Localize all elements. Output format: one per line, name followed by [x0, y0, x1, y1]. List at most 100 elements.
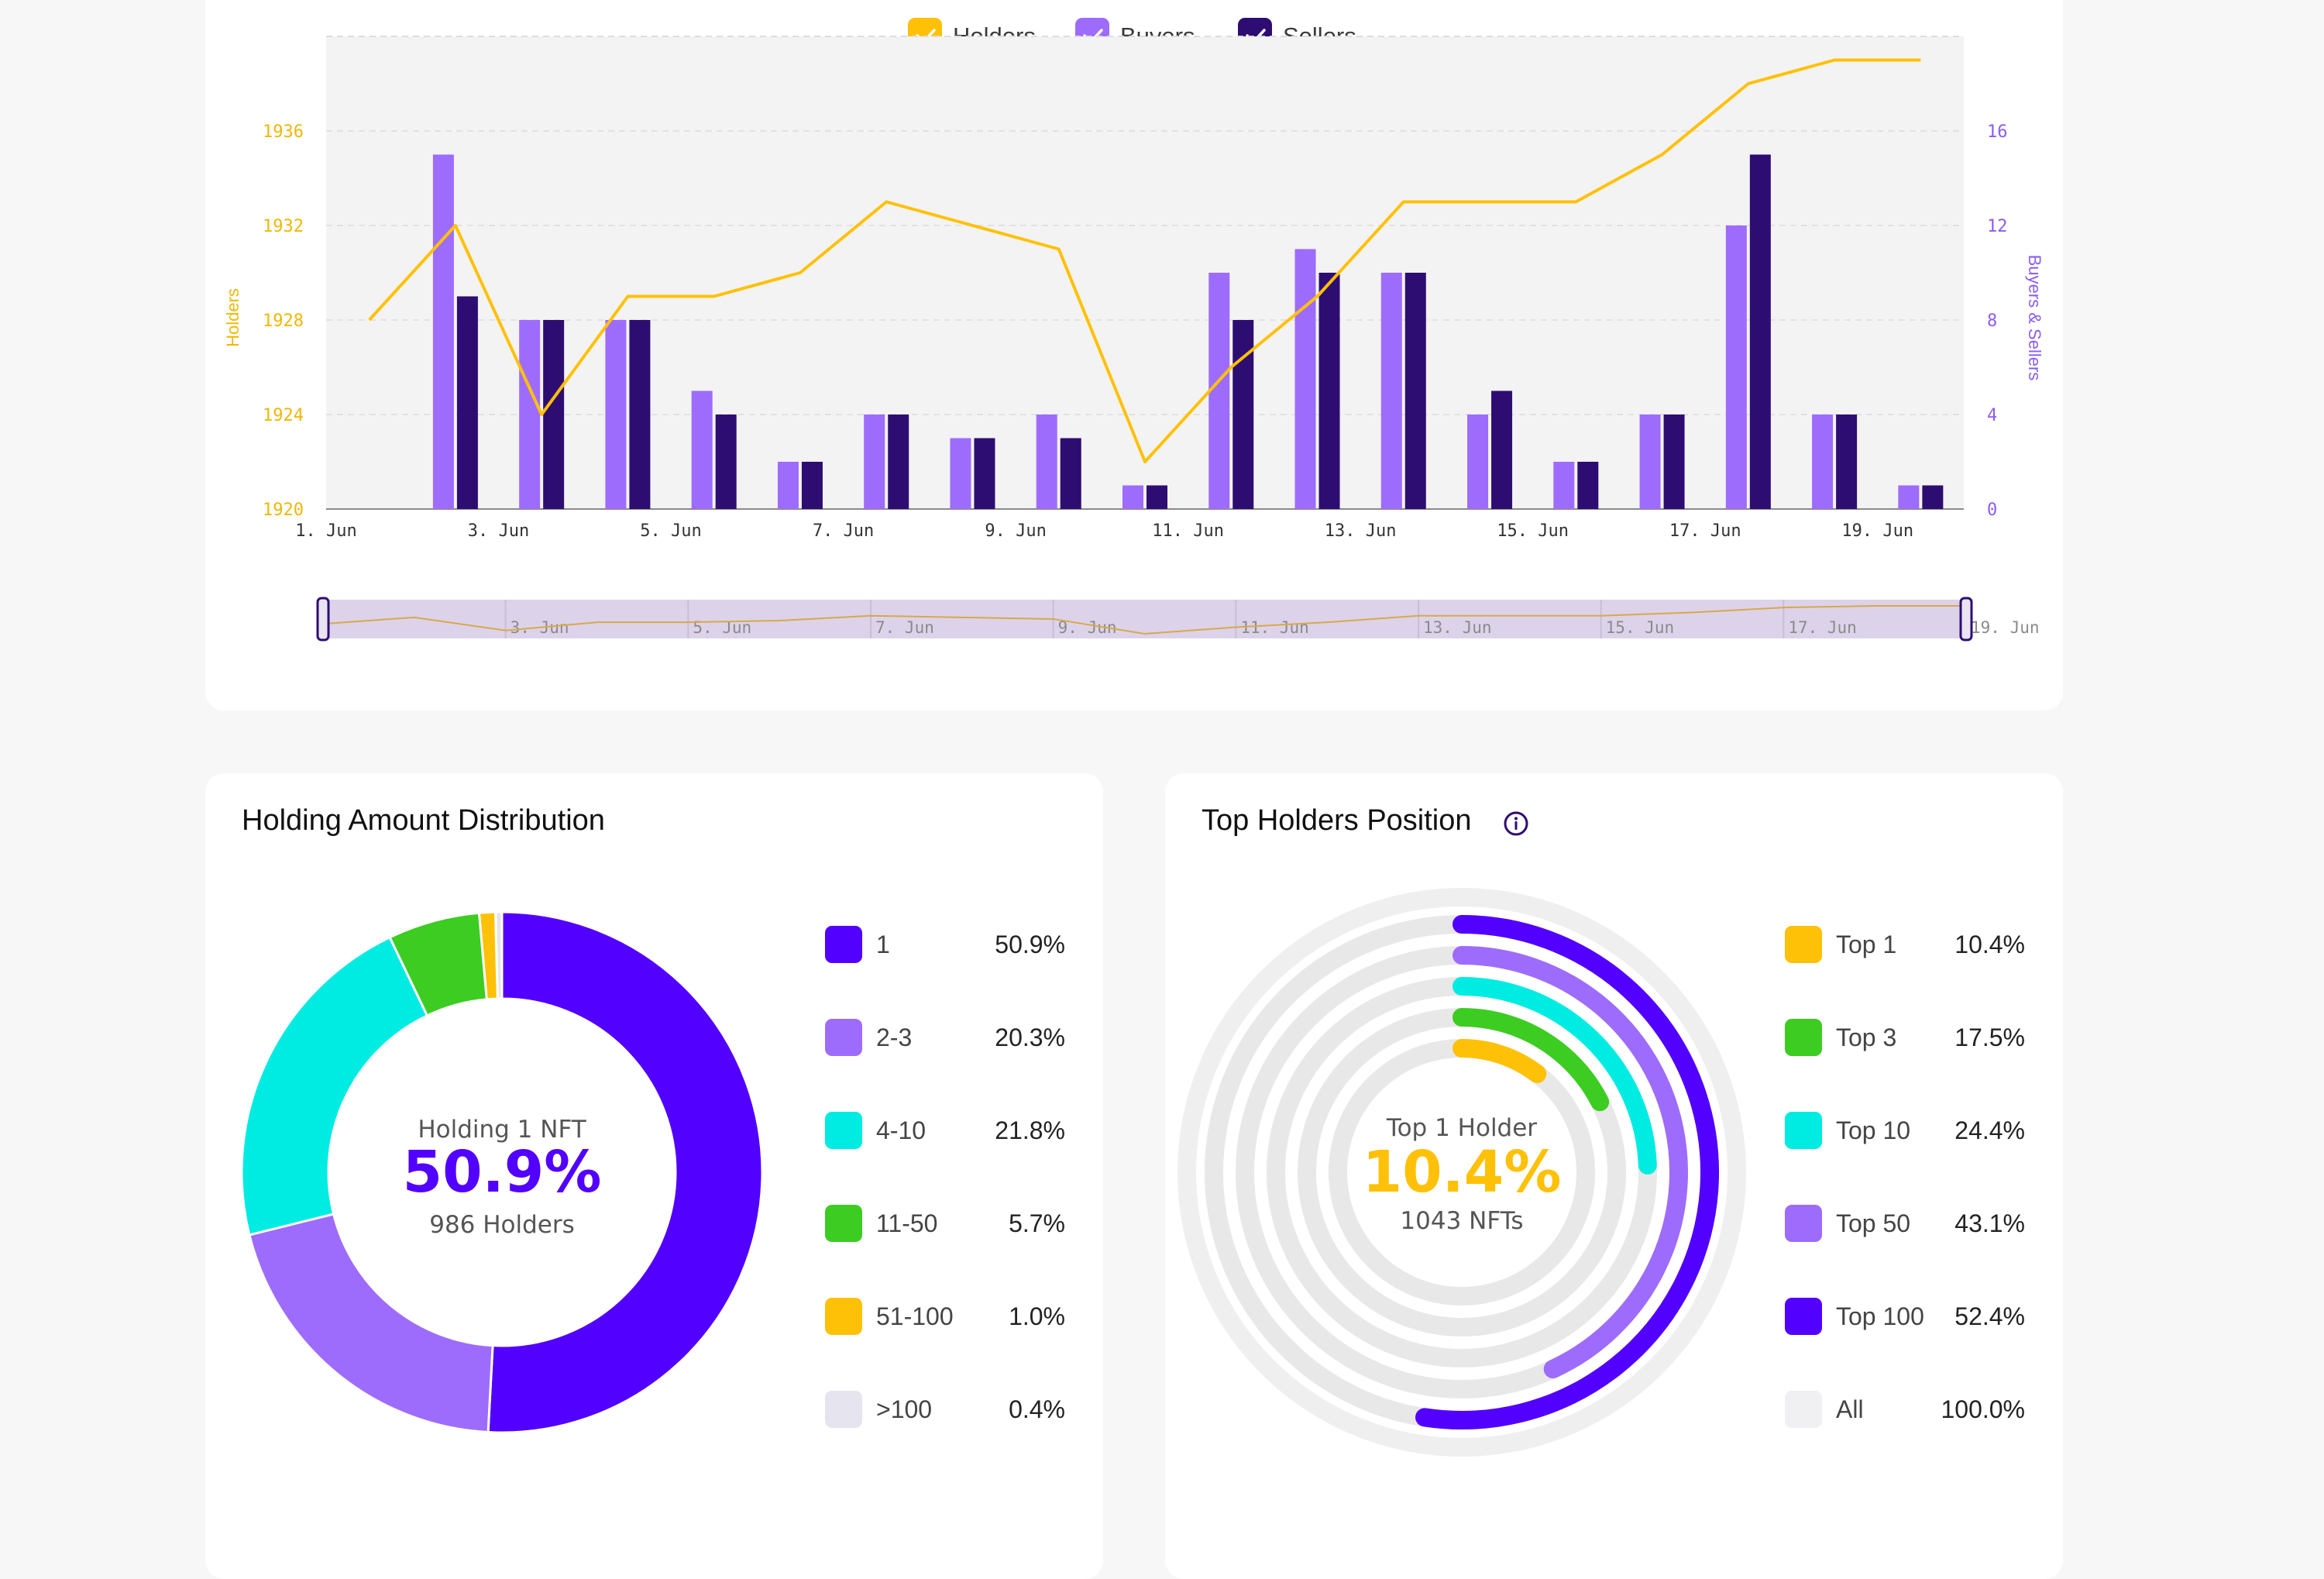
slice-4-10[interactable] [240, 935, 429, 1237]
legend-swatch [825, 1205, 862, 1242]
x-tick-label: 19. Jun [1841, 521, 1913, 541]
radial-bar-top-10[interactable] [1452, 977, 1657, 1175]
radial-bar-top-1[interactable] [1452, 1039, 1547, 1083]
legend-swatch [825, 926, 862, 963]
top-holders-title: Top Holders Position [1202, 804, 1472, 837]
navigator-handle-left[interactable] [316, 597, 330, 642]
slice-2-3[interactable] [248, 1213, 494, 1434]
legend-row-top-3[interactable]: Top 3 17.5% [1785, 1019, 2025, 1056]
bar-buyers [1380, 273, 1402, 509]
bar-sellers [1060, 438, 1081, 509]
legend-swatch [1785, 1298, 1822, 1335]
x-tick-label: 15. Jun [1497, 521, 1569, 541]
legend-swatch [1785, 1205, 1822, 1242]
legend-label: >100 [876, 1395, 932, 1423]
legend-label: 1 [876, 931, 890, 958]
legend-row->100[interactable]: >100 0.4% [825, 1391, 1065, 1428]
bar-buyers [519, 320, 541, 509]
legend-swatch [825, 1112, 862, 1149]
legend-label: All [1836, 1395, 1864, 1423]
center-sub: 986 Holders [429, 1211, 575, 1239]
legend-row-1[interactable]: 1 50.9% [825, 926, 1065, 963]
y-right-tick: 0 [1987, 501, 1997, 520]
legend-value: 1.0% [1009, 1302, 1065, 1330]
navigator-label: 15. Jun [1606, 618, 1675, 637]
radial-track [1177, 888, 1746, 1457]
legend-row-all[interactable]: All 100.0% [1785, 1391, 2025, 1428]
bar-sellers [888, 415, 909, 509]
bar-sellers [1232, 320, 1254, 509]
bar-sellers [715, 415, 737, 509]
bar-buyers [1122, 485, 1143, 509]
radial-bar-top-100[interactable] [1415, 915, 1719, 1429]
navigator-label: 17. Jun [1788, 618, 1857, 637]
navigator-handle-right[interactable] [1959, 597, 1973, 642]
legend-value: 100.0% [1941, 1395, 2025, 1423]
bar-buyers [1467, 415, 1489, 509]
bar-buyers [1294, 249, 1316, 509]
activity-chart: Holders Buyers Sellers19201924192819321936… [223, 18, 2044, 642]
legend-row-top-50[interactable]: Top 50 43.1% [1785, 1205, 2025, 1242]
legend-label: 11-50 [876, 1209, 937, 1237]
x-tick-label: 13. Jun [1325, 521, 1397, 541]
legend-row-2-3[interactable]: 2-3 20.3% [825, 1019, 1065, 1056]
bar-sellers [1922, 485, 1944, 509]
legend-value: 10.4% [1954, 931, 2025, 958]
bar-buyers [777, 462, 799, 509]
info-icon[interactable] [1503, 810, 1529, 837]
y-right-title: Buyers & Sellers [2025, 255, 2044, 381]
x-tick-label: 7. Jun [813, 521, 874, 541]
slice-1[interactable] [486, 910, 764, 1434]
bar-sellers [1577, 462, 1599, 509]
x-tick-label: 11. Jun [1152, 521, 1224, 541]
legend-row-top-1[interactable]: Top 1 10.4% [1785, 926, 2025, 963]
legend-swatch [1785, 926, 1822, 963]
legend-row-11-50[interactable]: 11-50 5.7% [825, 1205, 1065, 1242]
bar-buyers [950, 438, 971, 509]
navigator-label: 19. Jun [1971, 618, 2040, 637]
legend-value: 0.4% [1009, 1395, 1065, 1423]
line-holders [368, 58, 1921, 463]
legend-row-4-10[interactable]: 4-10 21.8% [825, 1112, 1065, 1149]
legend-label: Top 100 [1836, 1302, 1924, 1330]
bar-sellers [974, 438, 995, 509]
x-tick-label: 3. Jun [468, 521, 529, 541]
radial-bar-top-50[interactable] [1452, 946, 1688, 1379]
y-right-tick: 12 [1987, 217, 2008, 236]
radial-bar-top-3[interactable] [1452, 1008, 1610, 1112]
bar-buyers [1725, 225, 1747, 509]
y-left-tick: 1928 [263, 311, 304, 331]
bar-buyers [605, 320, 627, 509]
bar-sellers [1836, 415, 1858, 509]
navigator-label: 11. Jun [1240, 618, 1309, 637]
bar-buyers [1553, 462, 1575, 509]
y-left-tick: 1920 [263, 501, 304, 520]
y-left-tick: 1936 [263, 122, 304, 142]
holding-distribution-title: Holding Amount Distribution [242, 804, 605, 837]
legend-row-top-10[interactable]: Top 10 24.4% [1785, 1112, 2025, 1149]
bar-sellers [1147, 485, 1167, 509]
legend-label: Top 10 [1836, 1116, 1910, 1144]
slice->100[interactable] [494, 910, 504, 1000]
bar-buyers [1812, 415, 1834, 509]
bar-buyers [864, 415, 885, 509]
x-tick-label: 9. Jun [985, 521, 1046, 541]
legend-row-51-100[interactable]: 51-100 1.0% [825, 1298, 1065, 1335]
bar-buyers [1639, 415, 1661, 509]
x-tick-label: 17. Jun [1669, 521, 1741, 541]
bar-buyers [691, 390, 713, 509]
center-label: Holding 1 NFT [418, 1116, 586, 1144]
center-value: 10.4% [1363, 1139, 1562, 1206]
legend-swatch [1785, 1391, 1822, 1428]
legend-row-top-100[interactable]: Top 100 52.4% [1785, 1298, 2025, 1335]
x-tick-label: 1. Jun [295, 521, 356, 541]
legend-label: Top 1 [1836, 931, 1896, 958]
navigator-selection [323, 600, 1966, 638]
y-left-title: Holders [223, 288, 242, 347]
bar-sellers [629, 320, 651, 509]
legend-swatch [825, 1019, 862, 1056]
y-right-tick: 8 [1987, 311, 1997, 331]
bar-buyers [1036, 415, 1057, 509]
legend-value: 21.8% [995, 1116, 1065, 1144]
